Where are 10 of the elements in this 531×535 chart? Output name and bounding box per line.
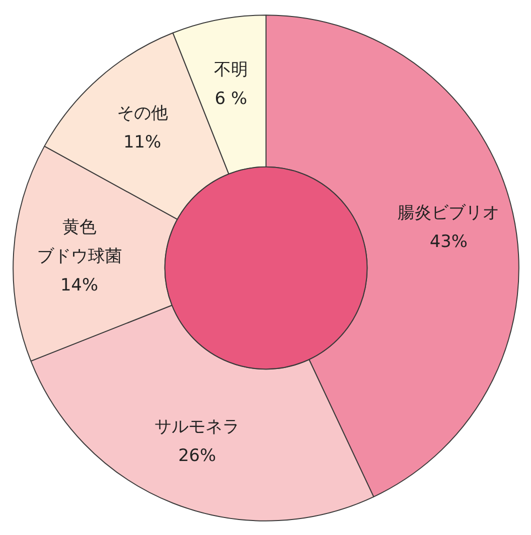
data-label: 11% (123, 132, 162, 152)
slice-label: 腸炎ビブリオ (398, 202, 500, 223)
slice-label: サルモネラ (154, 417, 240, 438)
data-label: 26% (178, 446, 216, 466)
data-label: 6 % (214, 89, 248, 110)
slice-label: 黄色ブドウ球菌 (36, 217, 122, 266)
slice-label: 不明 (214, 60, 248, 80)
data-label: 43% (430, 232, 468, 252)
data-label: 14% (60, 275, 98, 296)
slice-label: その他 (116, 103, 168, 124)
